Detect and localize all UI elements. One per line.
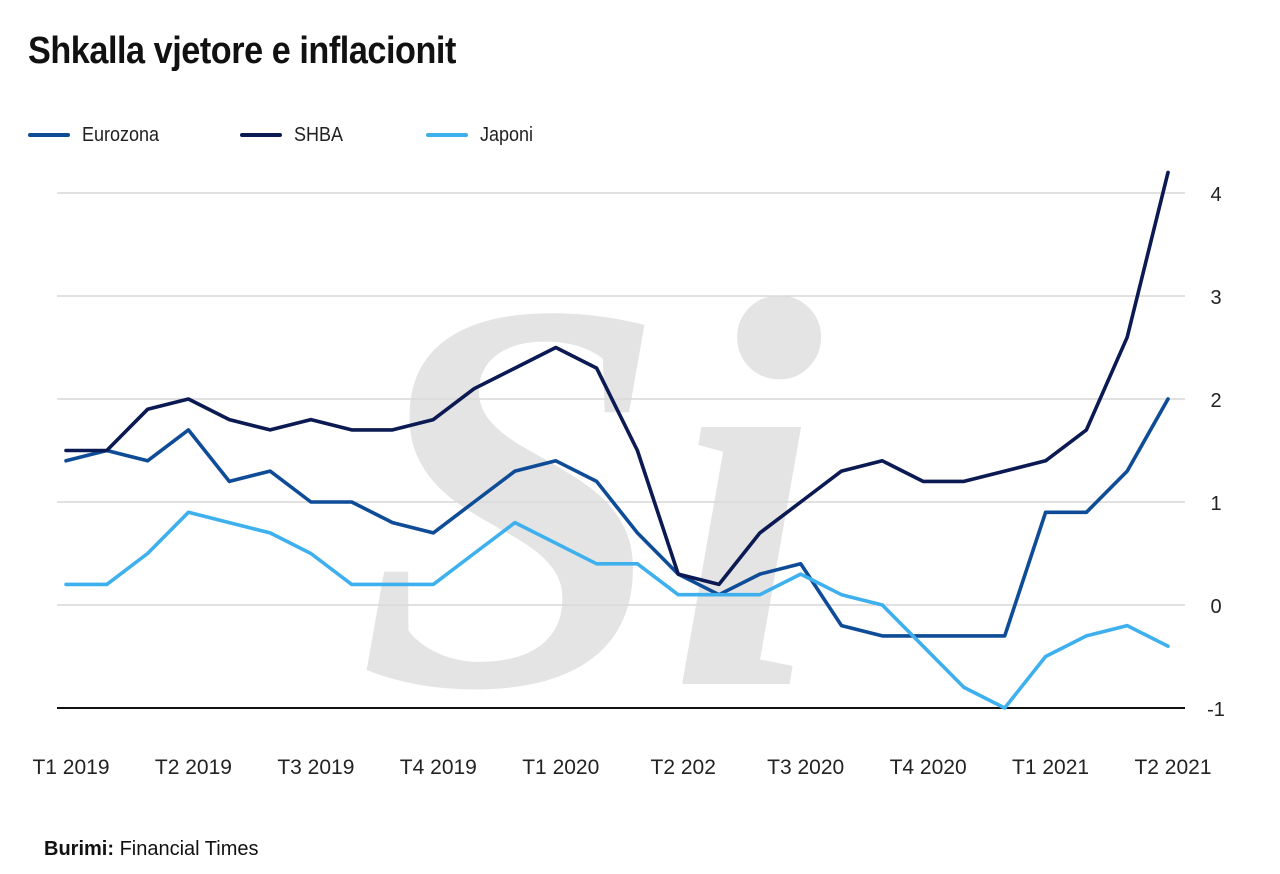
x-tick-label: T3 2019 xyxy=(277,756,354,779)
series-line-japoni xyxy=(64,510,1170,710)
legend-item-japoni: Japoni xyxy=(426,122,539,148)
legend-swatch-shba xyxy=(240,133,282,137)
y-tick-label: 1 xyxy=(1210,493,1221,515)
x-tick-label: T2 2021 xyxy=(1134,756,1211,779)
source-note: Burimi: Financial Times xyxy=(44,838,259,861)
source-label: Burimi: xyxy=(44,838,114,860)
legend-swatch-japoni xyxy=(426,133,468,137)
grid-lines xyxy=(57,192,1185,709)
x-tick-label: T4 2019 xyxy=(400,756,477,779)
x-tick-label: T4 2020 xyxy=(890,756,967,779)
x-tick-label: T1 2019 xyxy=(32,756,109,779)
source-text: Financial Times xyxy=(119,838,259,860)
chart-legend: Eurozona SHBA Japoni xyxy=(28,122,728,148)
y-tick-label: -1 xyxy=(1207,699,1225,721)
series-line-eurozona xyxy=(64,397,1170,638)
y-tick-label: 4 xyxy=(1210,184,1221,206)
series-lines xyxy=(64,170,1170,710)
legend-item-eurozona: Eurozona xyxy=(28,122,168,148)
y-axis-tick-labels: 4 3 2 1 0 -1 xyxy=(1207,184,1225,721)
legend-label-shba: SHBA xyxy=(294,123,344,146)
series-line-shba xyxy=(64,170,1170,587)
x-tick-label: T1 2020 xyxy=(522,756,599,779)
x-tick-label: T3 2020 xyxy=(767,756,844,779)
x-tick-label: T1 2021 xyxy=(1012,756,1089,779)
x-tick-label: T2 2019 xyxy=(155,756,232,779)
y-tick-label: 3 xyxy=(1210,287,1221,309)
legend-item-shba: SHBA xyxy=(240,122,348,148)
chart-title: Shkalla vjetore e inflacionit xyxy=(28,30,456,72)
x-axis-tick-labels: T1 2019 T2 2019 T3 2019 T4 2019 T1 2020 T2 20… xyxy=(32,756,1211,779)
y-tick-label: 0 xyxy=(1210,596,1221,618)
x-tick-label: T2 202 xyxy=(651,756,716,779)
y-tick-label: 2 xyxy=(1210,390,1221,412)
watermark-logo: Si xyxy=(356,186,825,806)
legend-label-eurozona: Eurozona xyxy=(82,123,160,146)
legend-label-japoni: Japoni xyxy=(480,123,534,146)
legend-swatch-eurozona xyxy=(28,133,70,137)
